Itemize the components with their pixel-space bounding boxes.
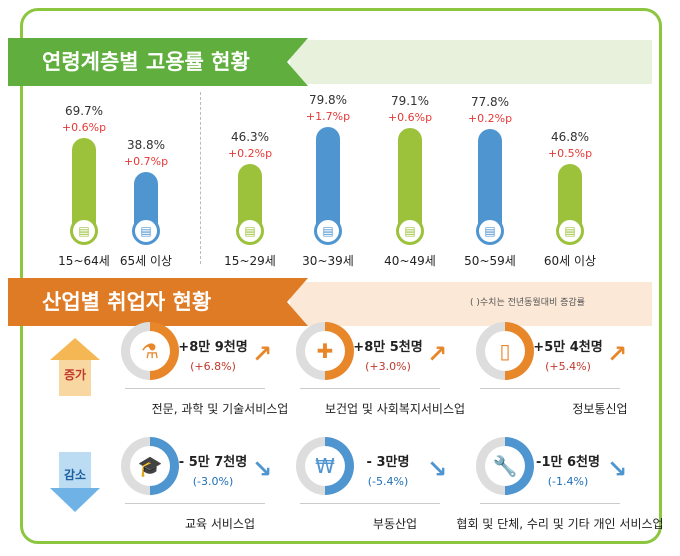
rate-value: 46.8% xyxy=(550,129,590,144)
rate-change: +0.2%p xyxy=(467,112,513,126)
employment-change: +8만 5천명 xyxy=(353,340,423,355)
medical-kit-icon: ✚ xyxy=(296,322,354,380)
divider xyxy=(480,388,620,389)
increase-label: 증가 xyxy=(63,368,87,382)
age-group-label: 65세 이상 xyxy=(119,254,173,268)
age-group-label: 50~59세 xyxy=(464,254,516,268)
industry-label: 전문, 과학 및 기술서비스업 xyxy=(151,402,289,416)
decrease-arrow: 감소 xyxy=(50,452,100,514)
age-group-label: 60세 이상 xyxy=(543,254,597,268)
industry-section-title: 산업별 취업자 현황 xyxy=(8,278,308,326)
employment-change: +5만 4천명 xyxy=(533,340,603,355)
rate-value: 38.8% xyxy=(126,138,166,153)
employment-change-pct: (-5.4%) xyxy=(367,475,409,488)
industry-label: 협회 및 단체, 수리 및 기타 개인 서비스업 xyxy=(456,517,664,531)
rate-value: 69.7% xyxy=(64,104,104,119)
note-text: ( )수치는 전년동월대비 증감률 xyxy=(470,298,585,308)
employment-change: - 3만명 xyxy=(366,455,410,470)
bar xyxy=(478,129,502,232)
bar xyxy=(316,127,340,232)
worker-document-icon: ▤ xyxy=(396,217,424,245)
rate-value: 77.8% xyxy=(470,95,510,110)
industry-label: 교육 서비스업 xyxy=(184,517,256,531)
divider xyxy=(480,503,620,504)
rate-change: +1.7%p xyxy=(305,110,351,124)
decrease-label: 감소 xyxy=(63,468,87,482)
employment-change-pct: (-3.0%) xyxy=(192,475,234,488)
worker-document-icon: ▤ xyxy=(236,217,264,245)
employment-change: +8만 9천명 xyxy=(178,340,248,355)
phone-icon: ▯ xyxy=(476,322,534,380)
industry-label: 부동산업 xyxy=(372,517,418,531)
rate-value: 79.1% xyxy=(390,93,430,108)
employment-change-pct: (-1.4%) xyxy=(547,475,589,488)
increase-trend-arrow-icon: ↗ xyxy=(607,340,628,368)
age-group-label: 15~29세 xyxy=(224,254,276,268)
decrease-trend-arrow-icon: ↘ xyxy=(607,455,628,483)
bar xyxy=(398,127,422,232)
employment-change-pct: (+6.8%) xyxy=(190,360,236,373)
age-group-label: 40~49세 xyxy=(384,254,436,268)
age-banner-band xyxy=(290,40,652,84)
rate-change: +0.5%p xyxy=(547,146,593,160)
employment-change-pct: (+3.0%) xyxy=(365,360,411,373)
increase-trend-arrow-icon: ↗ xyxy=(427,340,448,368)
wrench-icon: 🔧 xyxy=(476,437,534,495)
graduation-cap-icon: 🎓 xyxy=(121,437,179,495)
industry-label: 정보통신업 xyxy=(572,402,628,416)
rate-change: +0.7%p xyxy=(123,155,169,169)
age-section-title: 연령계층별 고용률 현황 xyxy=(8,38,308,86)
increase-trend-arrow-icon: ↗ xyxy=(252,340,273,368)
rate-change: +0.2%p xyxy=(227,147,273,161)
age-group-label: 30~39세 xyxy=(302,254,354,268)
rate-value: 46.3% xyxy=(230,130,270,145)
worker-document-icon: ▤ xyxy=(476,217,504,245)
employment-change: -1만 6천명 xyxy=(536,455,600,470)
industry-label: 보건업 및 사회복지서비스업 xyxy=(324,402,466,416)
worker-document-icon: ▤ xyxy=(314,217,342,245)
rate-change: +0.6%p xyxy=(387,110,433,124)
rate-change: +0.6%p xyxy=(61,121,107,135)
employment-change: - 5만 7천명 xyxy=(178,455,248,470)
decrease-trend-arrow-icon: ↘ xyxy=(427,455,448,483)
increase-arrow: 증가 xyxy=(50,338,100,396)
flask-icon: ⚗ xyxy=(121,322,179,380)
divider xyxy=(300,388,440,389)
house-won-icon: ₩ xyxy=(296,437,354,495)
divider xyxy=(200,92,201,264)
employment-change-pct: (+5.4%) xyxy=(545,360,591,373)
divider xyxy=(300,503,440,504)
decrease-trend-arrow-icon: ↘ xyxy=(252,455,273,483)
rate-value: 79.8% xyxy=(308,93,348,108)
worker-document-icon: ▤ xyxy=(132,217,160,245)
bar xyxy=(72,138,96,232)
age-group-label: 15~64세 xyxy=(58,254,110,268)
divider xyxy=(125,388,265,389)
divider xyxy=(125,503,265,504)
industry-banner-band xyxy=(290,282,652,326)
worker-document-icon: ▤ xyxy=(556,217,584,245)
worker-document-icon: ▤ xyxy=(70,217,98,245)
